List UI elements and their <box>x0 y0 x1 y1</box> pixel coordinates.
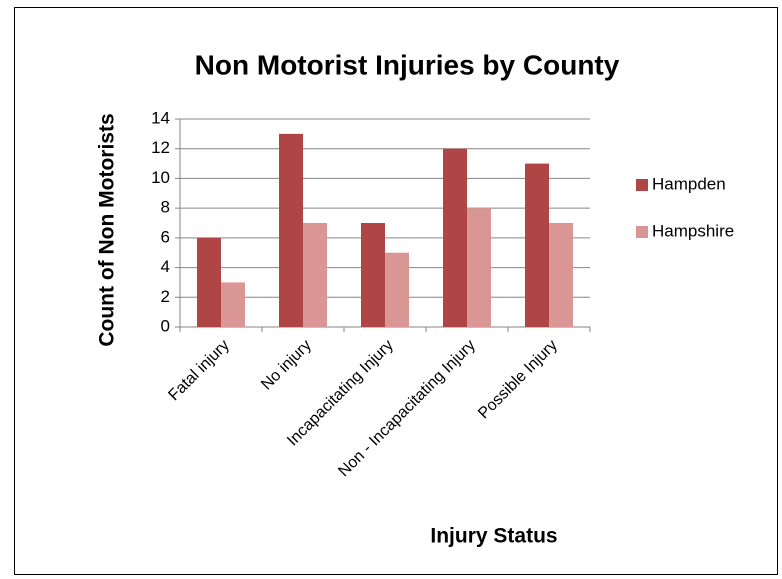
legend-label: Hampden <box>652 174 726 193</box>
y-axis-label: Count of Non Motorists <box>96 113 119 346</box>
y-tick-label: 14 <box>151 108 170 127</box>
y-tick-label: 0 <box>161 316 170 335</box>
bar <box>525 163 549 327</box>
bar <box>279 133 303 327</box>
y-tick-label: 2 <box>161 287 170 306</box>
bar <box>549 223 573 327</box>
legend-swatch <box>636 179 648 191</box>
bar <box>303 223 327 327</box>
legend-label: Hampshire <box>652 221 734 240</box>
bar <box>197 237 221 327</box>
y-tick-label: 10 <box>151 168 170 187</box>
y-tick-label: 6 <box>161 227 170 246</box>
bar <box>443 148 467 327</box>
bar <box>385 252 409 327</box>
x-axis-label: Injury Status <box>430 525 557 548</box>
y-tick-label: 8 <box>161 198 170 217</box>
y-tick-label: 12 <box>151 138 170 157</box>
chart-title: Non Motorist Injuries by County <box>195 49 620 80</box>
y-tick-label: 4 <box>161 257 170 276</box>
bar <box>467 208 491 327</box>
bar <box>361 223 385 327</box>
legend-swatch <box>636 226 648 238</box>
bar <box>221 282 245 327</box>
